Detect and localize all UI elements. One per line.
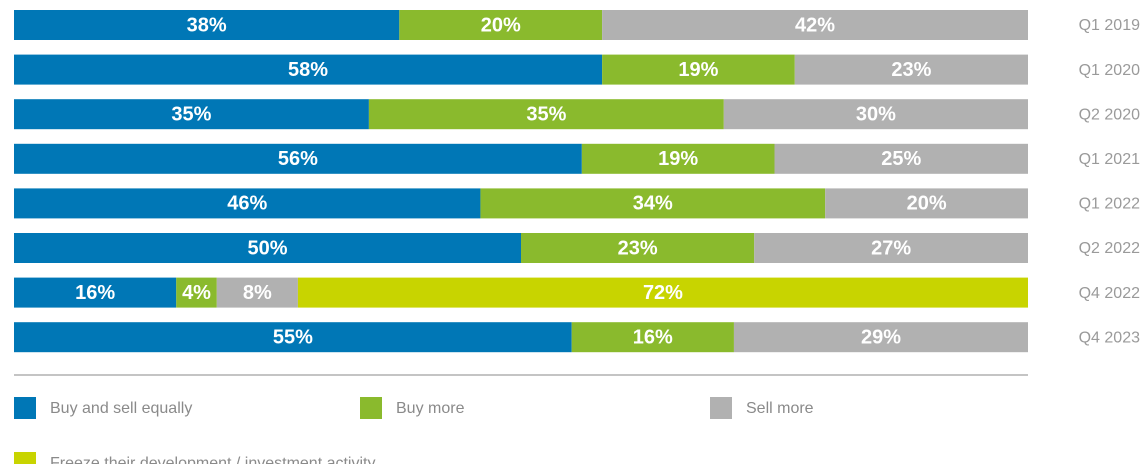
value-label: 34% xyxy=(633,193,673,215)
category-label: Q4 2023 xyxy=(1079,329,1140,346)
bar-segment xyxy=(216,277,298,308)
value-label: 19% xyxy=(658,148,698,170)
bar-segment xyxy=(571,322,734,353)
bar-segment xyxy=(521,233,755,263)
bar-segment xyxy=(723,99,1028,130)
value-label: 38% xyxy=(187,14,227,36)
bar-segment xyxy=(14,188,481,219)
value-label: 23% xyxy=(618,237,658,259)
legend-label: Freeze their development / investment ac… xyxy=(50,455,375,464)
category-label: Q1 2022 xyxy=(1079,196,1140,213)
value-label: 20% xyxy=(481,14,521,36)
legend-label: Buy more xyxy=(396,400,465,417)
value-label: 30% xyxy=(856,103,896,125)
legend-label: Buy and sell equally xyxy=(50,400,192,417)
value-label: 42% xyxy=(795,14,835,36)
bar-segment xyxy=(825,188,1028,219)
category-label: Q1 2021 xyxy=(1079,151,1140,168)
legend-swatch xyxy=(14,397,36,419)
value-label: 16% xyxy=(633,326,673,348)
legend-swatch xyxy=(14,452,36,464)
legend-swatch xyxy=(360,397,382,419)
value-label: 35% xyxy=(171,103,211,125)
value-label: 35% xyxy=(526,103,566,125)
bar-segment xyxy=(176,277,217,308)
category-label: Q4 2022 xyxy=(1079,285,1140,302)
value-label: 58% xyxy=(288,59,328,81)
value-label: 29% xyxy=(861,326,901,348)
bar-segment xyxy=(14,322,572,353)
value-label: 25% xyxy=(881,148,921,170)
bar-segment xyxy=(14,233,521,263)
category-label: Q1 2020 xyxy=(1079,62,1140,79)
value-label: 27% xyxy=(871,237,911,259)
bar-segment xyxy=(480,188,826,219)
value-label: 8% xyxy=(243,282,272,304)
bar-segment xyxy=(297,277,1028,308)
bar-segment xyxy=(14,99,369,130)
bar-segment xyxy=(14,54,603,85)
bar-segment xyxy=(399,10,603,40)
category-label: Q2 2020 xyxy=(1079,106,1140,123)
value-label: 4% xyxy=(182,282,211,304)
bar-segment xyxy=(581,143,775,174)
bar-segment xyxy=(602,54,795,85)
value-label: 55% xyxy=(273,326,313,348)
legend-label: Sell more xyxy=(746,400,814,417)
bar-segment xyxy=(794,54,1028,85)
value-label: 72% xyxy=(643,282,683,304)
bar-segment xyxy=(754,233,1028,263)
value-label: 20% xyxy=(907,193,947,215)
value-label: 16% xyxy=(75,282,115,304)
category-label: Q1 2019 xyxy=(1079,17,1140,34)
category-label: Q2 2022 xyxy=(1079,240,1140,257)
bar-segment xyxy=(14,10,400,40)
bar-segment xyxy=(14,143,582,174)
bar-segment xyxy=(774,143,1028,174)
bar-segment xyxy=(14,277,177,308)
bar-segment xyxy=(733,322,1028,353)
legend-swatch xyxy=(710,397,732,419)
bar-segment xyxy=(602,10,1028,40)
value-label: 23% xyxy=(891,59,931,81)
value-label: 19% xyxy=(678,59,718,81)
bar-segment xyxy=(368,99,724,130)
value-label: 46% xyxy=(227,193,267,215)
value-label: 50% xyxy=(247,237,287,259)
value-label: 56% xyxy=(278,148,318,170)
